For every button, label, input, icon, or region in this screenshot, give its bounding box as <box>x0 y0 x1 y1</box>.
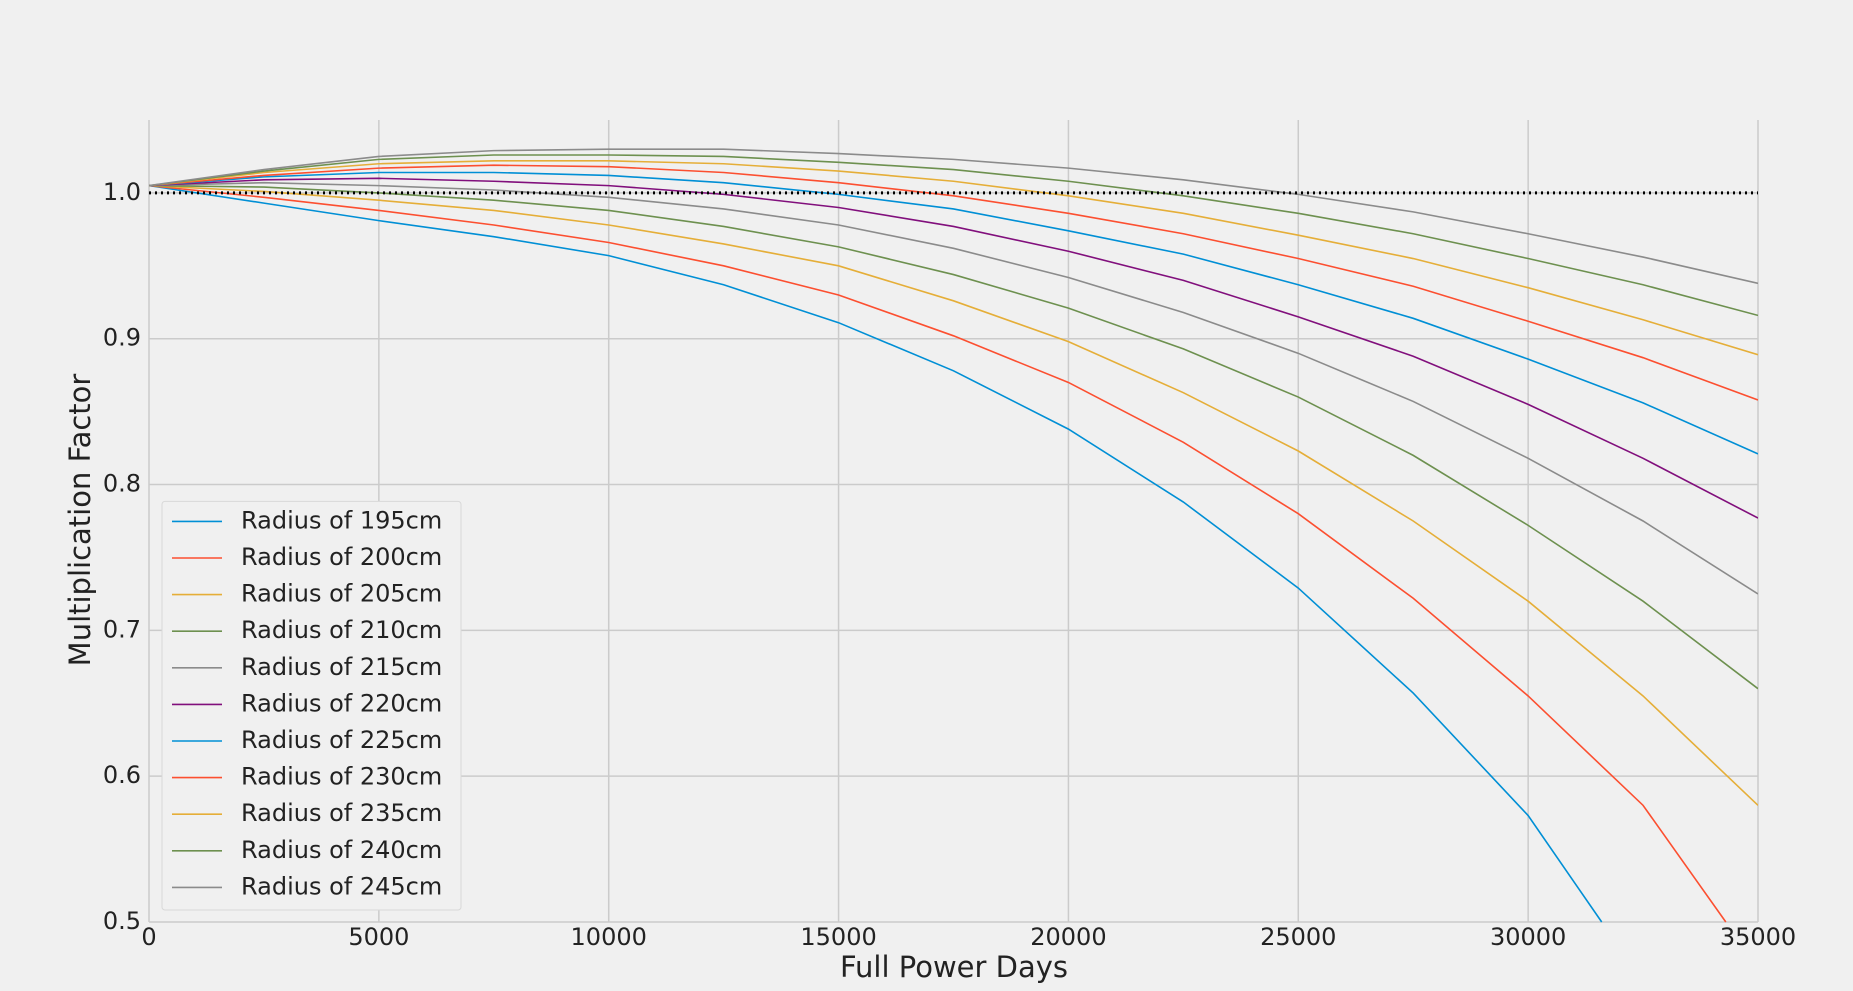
plot-lines <box>149 148 1758 923</box>
x-tick-label: 20000 <box>1030 923 1106 951</box>
y-tick-label: 0.7 <box>103 615 141 643</box>
series-line <box>149 160 1758 356</box>
y-axis-label: Multiplication Factor <box>63 374 97 667</box>
legend-label: Radius of 215cm <box>241 653 442 681</box>
x-tick-label: 30000 <box>1490 923 1566 951</box>
legend-label: Radius of 200cm <box>241 543 442 571</box>
series-line <box>149 154 1758 317</box>
x-tick-label: 15000 <box>800 923 876 951</box>
series-line <box>149 184 1727 923</box>
series-line <box>149 184 1603 923</box>
series-line <box>149 184 1758 806</box>
x-tick-label: 5000 <box>348 923 409 951</box>
series-line <box>149 171 1758 455</box>
x-tick-label: 35000 <box>1720 923 1796 951</box>
series-line <box>149 164 1758 401</box>
series-line <box>149 177 1758 519</box>
y-tick-label: 0.6 <box>103 761 141 789</box>
legend-label: Radius of 225cm <box>241 726 442 754</box>
x-tick-label: 0 <box>141 923 156 951</box>
legend-box <box>161 500 462 911</box>
y-tick-label: 0.9 <box>103 324 141 352</box>
legend-label: Radius of 240cm <box>241 836 442 864</box>
x-tick-label: 25000 <box>1260 923 1336 951</box>
legend-label: Radius of 205cm <box>241 580 442 608</box>
series-line <box>149 148 1758 285</box>
legend-label: Radius of 235cm <box>241 799 442 827</box>
legend-label: Radius of 220cm <box>241 689 442 717</box>
legend-label: Radius of 245cm <box>241 872 442 900</box>
x-axis-label: Full Power Days <box>840 950 1068 984</box>
legend-label: Radius of 195cm <box>241 506 442 534</box>
y-tick-label: 0.8 <box>103 470 141 498</box>
series-line <box>149 181 1758 595</box>
y-tick-label: 1.0 <box>103 178 141 206</box>
x-tick-label: 10000 <box>571 923 647 951</box>
series-line <box>149 184 1758 690</box>
legend-label: Radius of 210cm <box>241 616 442 644</box>
legend-label: Radius of 230cm <box>241 763 442 791</box>
y-tick-label: 0.5 <box>103 907 141 935</box>
